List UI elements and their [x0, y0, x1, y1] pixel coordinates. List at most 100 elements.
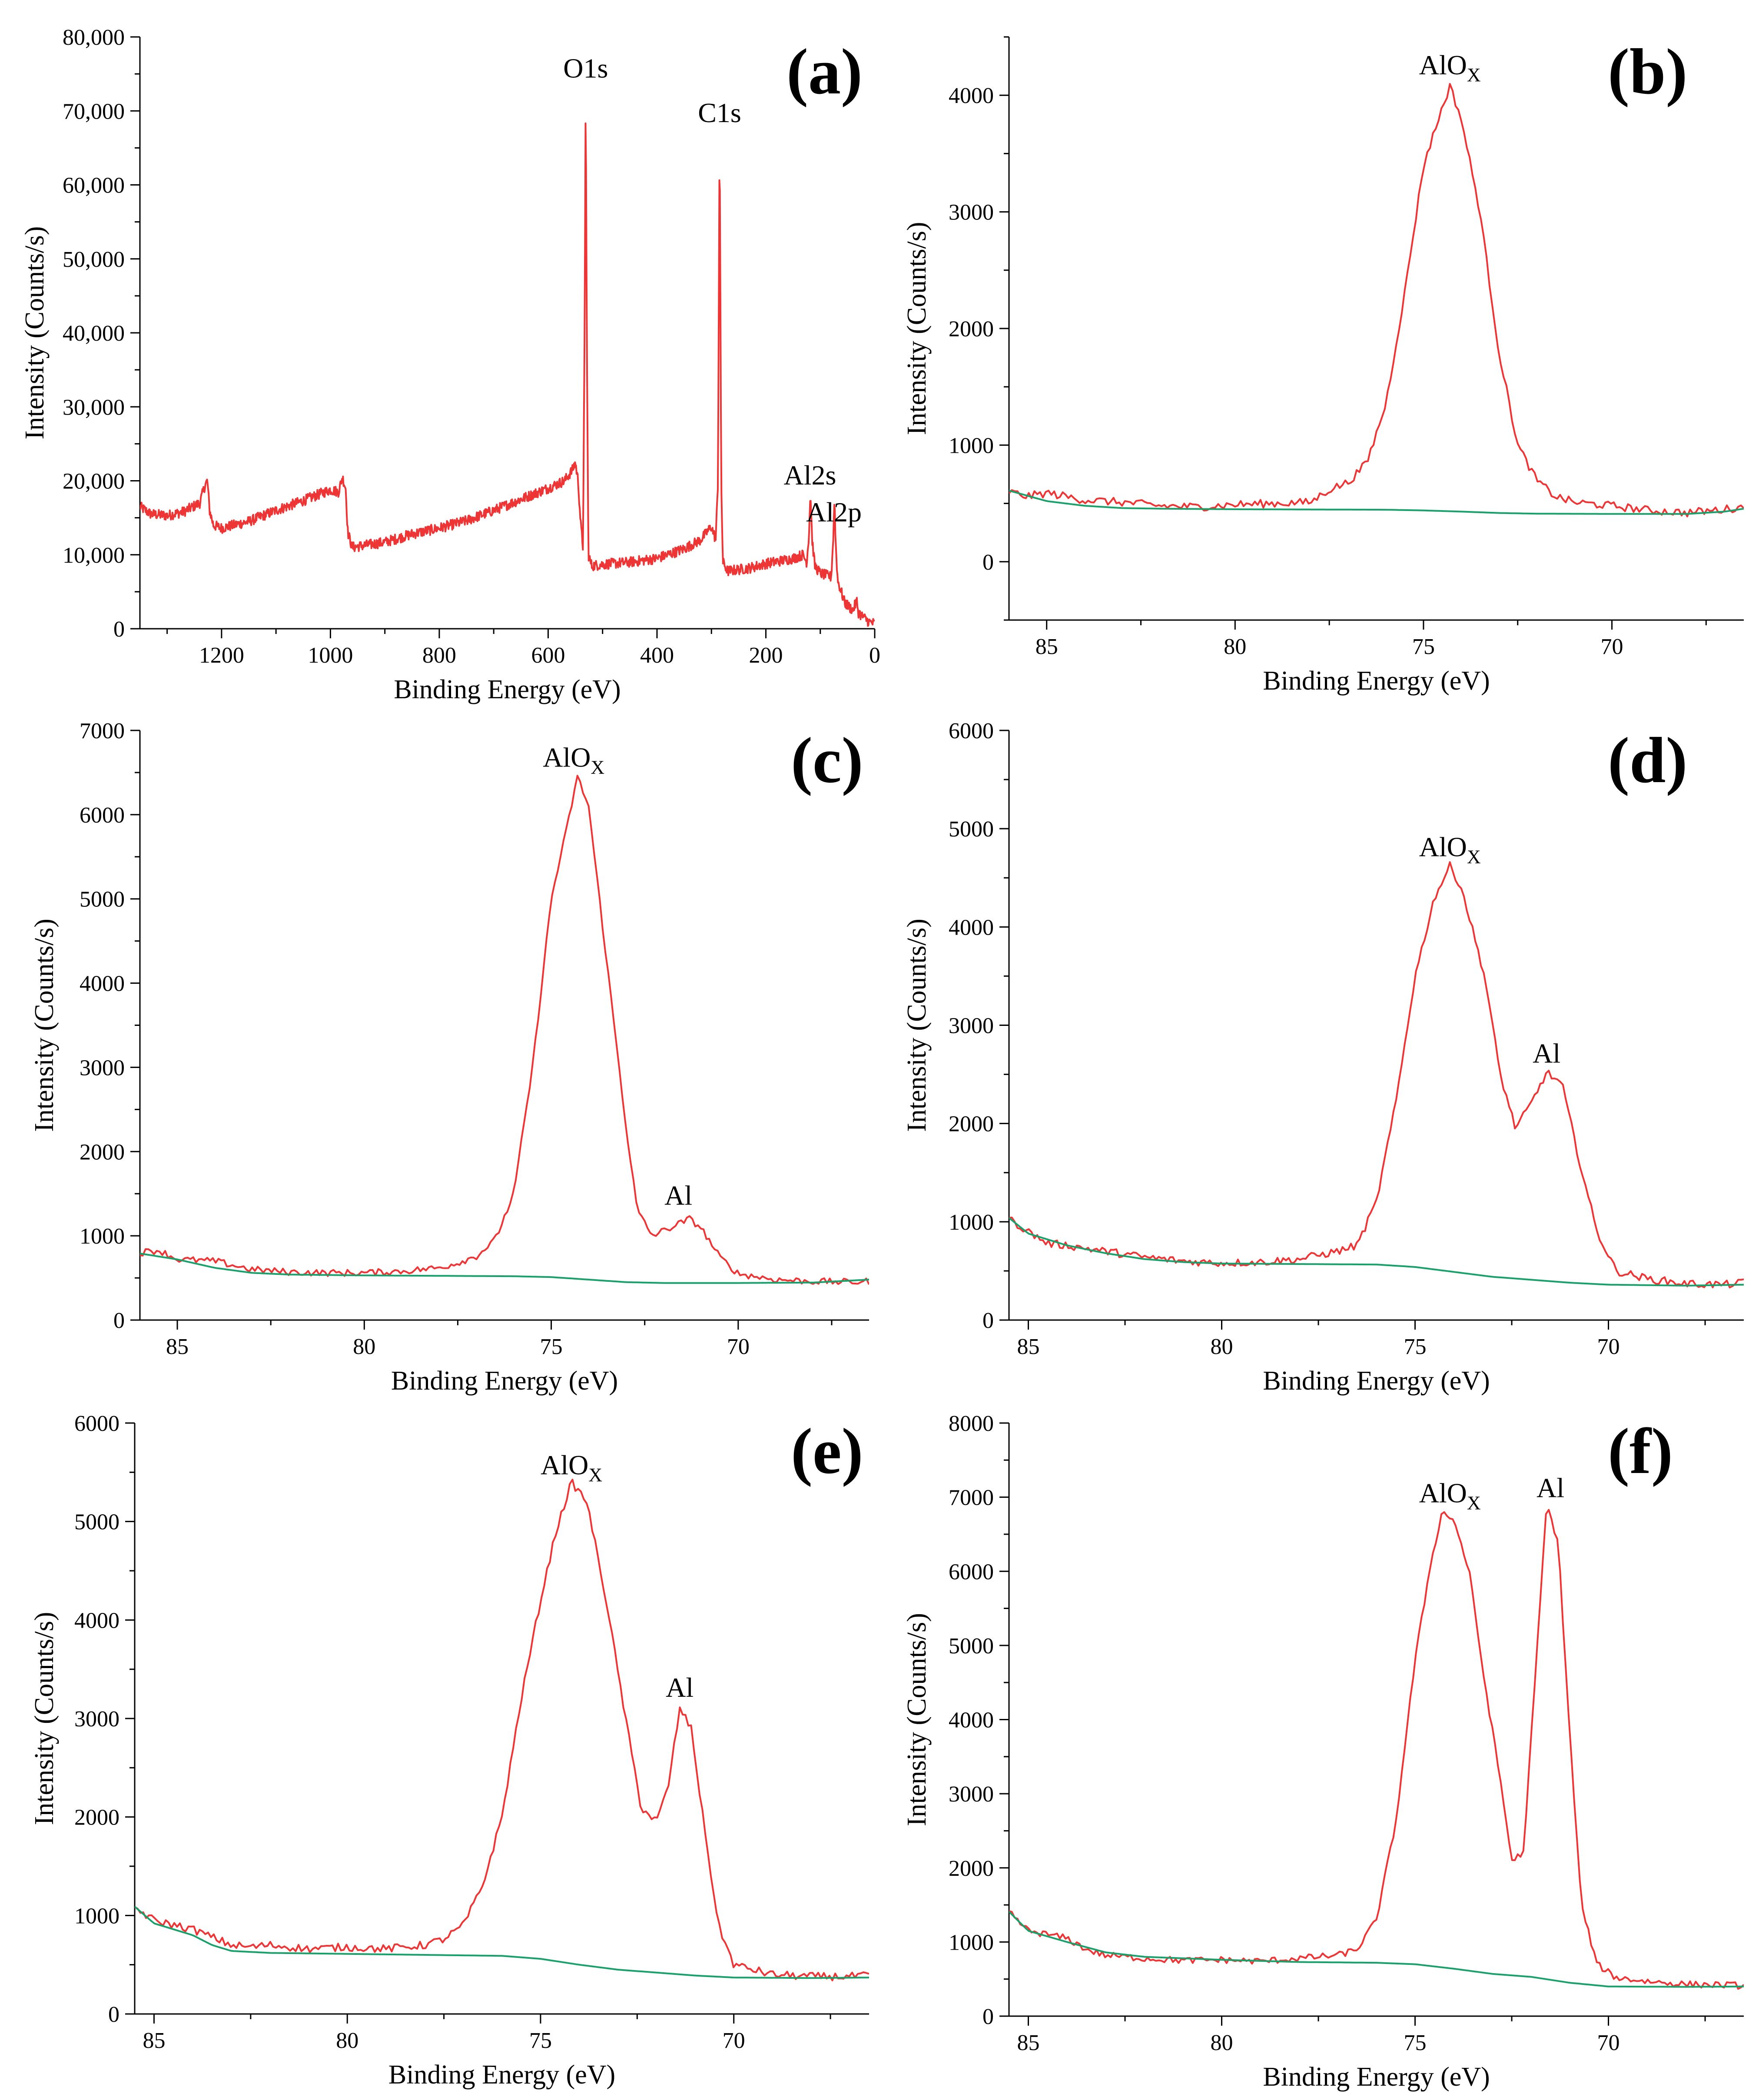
y-tick-label: 1000 — [74, 1904, 119, 1928]
y-tick-label: 5000 — [80, 887, 125, 912]
panel-b: 85 80 75 70 0 1000 2000 3000 4000 Binding Energy … — [902, 36, 1744, 696]
panel-label: (b) — [1608, 36, 1687, 108]
y-tick-label: 4000 — [949, 915, 994, 940]
background-line — [135, 1906, 869, 1979]
peak-annotation: AlOX — [541, 1450, 602, 1486]
peak-annotation: Al — [666, 1672, 694, 1703]
y-tick-label: 0 — [982, 2004, 994, 2029]
y-tick-label: 2000 — [949, 317, 994, 342]
y-tick-label: 1000 — [80, 1224, 125, 1249]
x-tick-label: 200 — [749, 643, 783, 668]
y-axis-title: Intensity (Counts/s) — [30, 919, 59, 1132]
peak-annotation: C1s — [698, 97, 741, 128]
panel-label: (f) — [1608, 1415, 1673, 1487]
y-axis-title: Intensity (Counts/s) — [902, 919, 932, 1132]
y-tick-label: 2000 — [74, 1805, 119, 1830]
y-tick-label: 3000 — [949, 1014, 994, 1038]
x-tick-label: 0 — [869, 643, 880, 668]
peak-annotation: AlOX — [543, 742, 604, 778]
background-line — [1009, 1217, 1744, 1287]
y-tick-label: 1000 — [949, 1210, 994, 1235]
spectrum-line — [140, 122, 875, 627]
y-tick-label: 3000 — [74, 1707, 119, 1732]
x-tick-label: 80 — [353, 1334, 375, 1359]
y-tick-label: 7000 — [80, 719, 125, 743]
peak-annotation: Al2p — [806, 497, 862, 527]
background-line — [1009, 490, 1744, 515]
x-tick-label: 70 — [1597, 1334, 1620, 1359]
x-tick-label: 75 — [1404, 1334, 1427, 1359]
x-tick-label: 600 — [531, 643, 565, 668]
y-tick-label: 1000 — [949, 1930, 994, 1955]
panel-label: (d) — [1608, 724, 1687, 796]
y-tick-label: 3000 — [949, 1782, 994, 1807]
x-tick-label: 800 — [422, 643, 456, 668]
y-tick-label: 6000 — [74, 1411, 119, 1436]
x-axis-title: Binding Energy (eV) — [391, 1366, 618, 1396]
y-tick-label: 4000 — [80, 972, 125, 996]
y-tick-label: 60,000 — [63, 173, 125, 198]
y-axis-title: Intensity (Counts/s) — [902, 1613, 932, 1826]
y-tick-label: 0 — [113, 617, 125, 642]
y-tick-label: 80,000 — [63, 25, 125, 50]
spectrum-line — [1009, 83, 1744, 518]
x-tick-label: 70 — [1597, 2030, 1620, 2055]
x-tick-label: 85 — [166, 1334, 189, 1359]
peak-annotation: AlOX — [1419, 831, 1481, 867]
y-tick-label: 5000 — [949, 817, 994, 842]
x-tick-label: 75 — [540, 1334, 563, 1359]
peak-annotation: Al2s — [783, 460, 836, 491]
peak-annotation: Al — [1537, 1473, 1564, 1503]
x-tick-label: 75 — [529, 2028, 552, 2053]
peak-annotation: AlOX — [1419, 1478, 1481, 1514]
x-axis-title: Binding Energy (eV) — [394, 675, 621, 704]
y-tick-label: 0 — [982, 1308, 994, 1333]
y-tick-label: 5000 — [949, 1634, 994, 1659]
x-axis-title: Binding Energy (eV) — [1263, 666, 1490, 696]
y-tick-label: 4000 — [949, 1708, 994, 1733]
x-tick-label: 400 — [640, 643, 674, 668]
spectrum-line — [140, 775, 869, 1285]
panel-c: 85 80 75 70 0 1000 2000 3000 4000 5000 6000 7000 Bin… — [30, 719, 869, 1396]
spectrum-line — [1009, 861, 1744, 1289]
peak-annotation: AlOX — [1419, 50, 1481, 86]
y-tick-label: 1000 — [949, 433, 994, 458]
x-tick-label: 80 — [1211, 2030, 1233, 2055]
panel-f: 85 80 75 70 0 1000 2000 3000 4000 5000 6000 7000 800… — [902, 1411, 1744, 2092]
x-tick-label: 85 — [1017, 1334, 1040, 1359]
x-tick-label: 1000 — [308, 643, 353, 668]
y-axis-title: Intensity (Counts/s) — [20, 226, 50, 440]
peak-annotation: Al — [1533, 1038, 1560, 1068]
y-tick-label: 4000 — [74, 1608, 119, 1633]
panel-label: (a) — [787, 36, 863, 108]
x-tick-label: 75 — [1412, 634, 1435, 659]
y-tick-label: 4000 — [949, 83, 994, 108]
x-axis-title: Binding Energy (eV) — [388, 2060, 615, 2090]
x-tick-label: 80 — [1211, 1334, 1233, 1359]
y-tick-label: 6000 — [949, 719, 994, 743]
spectrum-line — [1009, 1509, 1744, 1990]
y-tick-label: 50,000 — [63, 247, 125, 272]
y-tick-label: 0 — [982, 550, 994, 575]
y-tick-label: 7000 — [949, 1486, 994, 1510]
y-tick-label: 40,000 — [63, 321, 125, 346]
y-tick-label: 2000 — [80, 1140, 125, 1164]
y-tick-label: 0 — [108, 2002, 119, 2027]
y-tick-label: 5000 — [74, 1510, 119, 1535]
panel-a: 1200 1000 800 600 400 200 0 0 10,000 20,000 30,000… — [20, 25, 880, 704]
peak-annotation: O1s — [563, 53, 608, 84]
y-tick-label: 20,000 — [63, 469, 125, 494]
x-axis-title: Binding Energy (eV) — [1263, 1366, 1490, 1396]
panel-e: 85 80 75 70 0 1000 2000 3000 4000 5000 6000 Binding… — [30, 1411, 869, 2090]
peak-annotation: Al — [664, 1180, 692, 1211]
y-tick-label: 3000 — [949, 200, 994, 225]
x-tick-label: 85 — [143, 2028, 165, 2053]
background-line — [1009, 1911, 1744, 1988]
panel-label: (c) — [791, 724, 863, 796]
y-tick-label: 2000 — [949, 1112, 994, 1137]
y-tick-label: 2000 — [949, 1856, 994, 1881]
y-tick-label: 10,000 — [63, 543, 125, 568]
y-axis-title: Intensity (Counts/s) — [902, 222, 932, 435]
y-tick-label: 3000 — [80, 1055, 125, 1080]
